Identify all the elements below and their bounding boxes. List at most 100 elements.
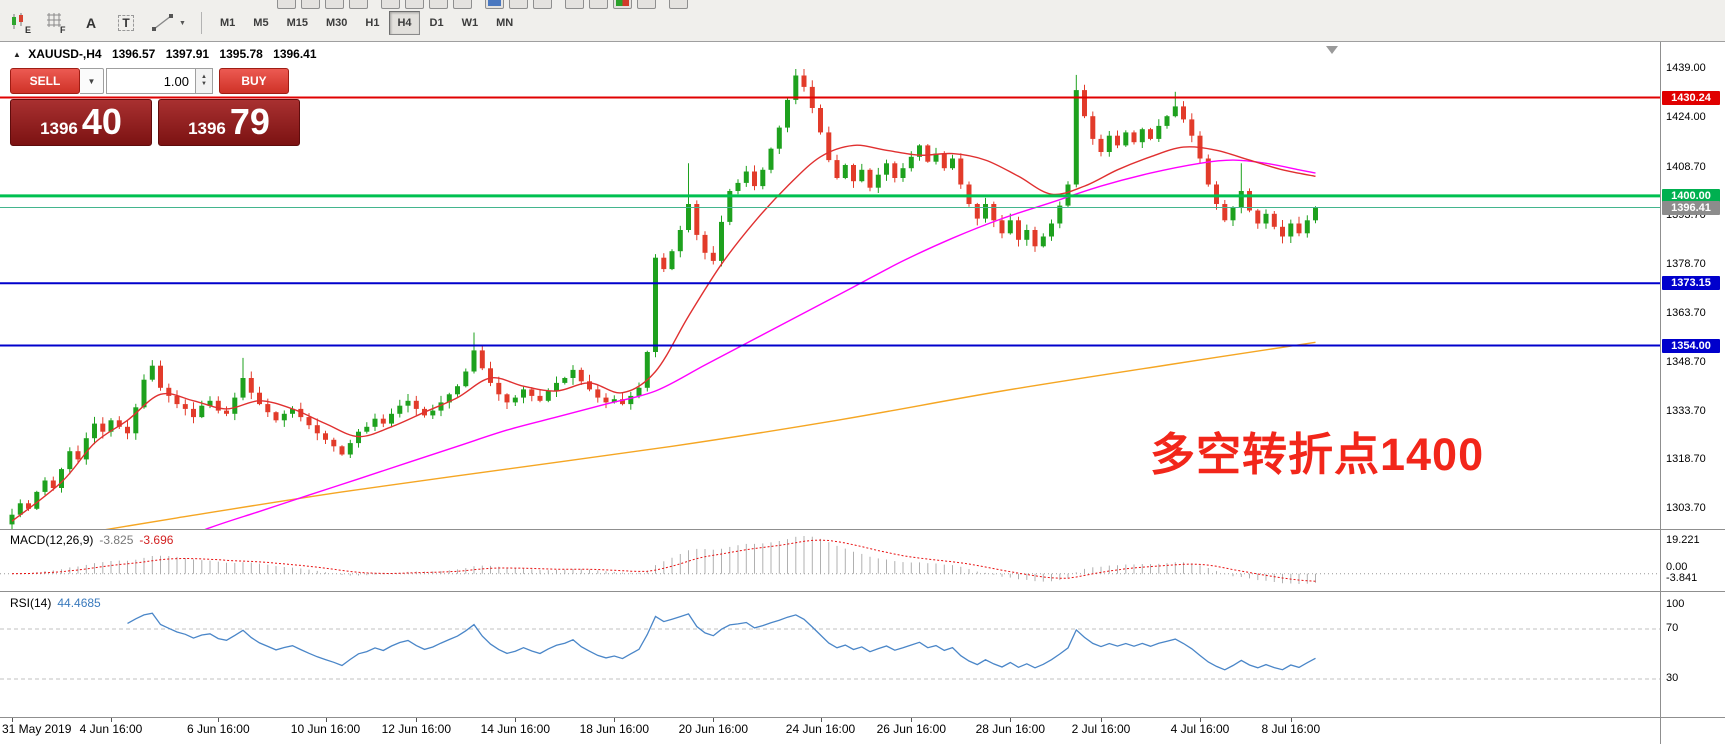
sell-price-display[interactable]: 1396 40: [10, 99, 152, 146]
toolbar-clipped-icon[interactable]: [565, 0, 584, 9]
price-axis-label: 1378.70: [1666, 258, 1706, 271]
time-axis-tick: [1101, 718, 1102, 722]
price-axis-label: 1363.70: [1666, 307, 1706, 319]
grid-tool-icon[interactable]: F: [41, 10, 71, 36]
candles-icon: E: [12, 13, 31, 35]
buy-button[interactable]: BUY: [219, 68, 289, 94]
price-axis-label: 1424.00: [1666, 110, 1706, 123]
top-toolbar: E F A T ▼: [0, 0, 1725, 42]
text-tool[interactable]: T: [111, 10, 141, 36]
toolbar-clipped-icon[interactable]: [509, 0, 528, 9]
timeframe-h4[interactable]: H4: [389, 11, 420, 35]
chevron-up-icon: ▲: [201, 74, 207, 80]
chart-candles-tool-icon[interactable]: E: [6, 10, 36, 36]
rsi-axis-label: 100: [1666, 598, 1685, 610]
price-axis-label: 1318.70: [1666, 453, 1706, 466]
time-axis-label: 26 Jun 16:00: [876, 722, 946, 736]
symbol-name: XAUUSD-,H4: [28, 47, 102, 61]
ma-slow-line: [105, 341, 1316, 529]
text-label-tool[interactable]: A: [76, 10, 106, 36]
price-badge-1430.24: 1430.24: [1662, 90, 1720, 105]
ma-fast-line: [11, 144, 1316, 522]
time-axis-label: 6 Jun 16:00: [186, 722, 250, 736]
volume-input[interactable]: [106, 68, 196, 94]
time-axis-label: 20 Jun 16:00: [678, 722, 748, 736]
time-axis-label: 14 Jun 16:00: [480, 722, 550, 736]
toolbar-clipped-icon[interactable]: [349, 0, 368, 9]
buy-price-pips: 79: [229, 101, 270, 142]
time-axis-tick: [1290, 718, 1292, 722]
price-axis-label: 1439.00: [1666, 62, 1706, 74]
timeframe-m1[interactable]: M1: [212, 11, 243, 35]
toolbar-clipped-icon[interactable]: [485, 0, 504, 9]
macd-value: -3.825: [99, 533, 134, 547]
toolbar-clipped-icon[interactable]: [405, 0, 424, 9]
toolbar-clipped-icon[interactable]: [429, 0, 448, 9]
panel-separator[interactable]: [0, 529, 1725, 530]
timeframe-h1[interactable]: H1: [357, 11, 387, 35]
ohlc-close: 1396.41: [273, 47, 317, 61]
time-axis-label: 4 Jul 16:00: [1170, 722, 1230, 736]
time-axis-label: 12 Jun 16:00: [381, 722, 451, 736]
toolbar-clipped-icon[interactable]: [381, 0, 400, 9]
time-axis-label: 8 Jul 16:00: [1261, 722, 1321, 736]
sell-button[interactable]: SELL: [10, 68, 80, 94]
price-chart-canvas[interactable]: [0, 44, 1660, 529]
rsi-axis-label: 70: [1666, 622, 1679, 634]
toolbar-clipped-icon[interactable]: [669, 0, 688, 9]
buy-price-main: 1396: [188, 119, 226, 138]
letter-t-icon: T: [118, 15, 134, 31]
time-axis-tick: [218, 718, 220, 722]
macd-signal-line: [11, 539, 1316, 582]
buy-price-display[interactable]: 1396 79: [158, 99, 300, 146]
toolbar-clipped-icon[interactable]: [277, 0, 296, 9]
rsi-panel-canvas[interactable]: [0, 593, 1660, 717]
toolbar-clipped-icon[interactable]: [589, 0, 608, 9]
volume-spinner[interactable]: ▲ ▼: [196, 68, 213, 94]
toolbar-clipped-icon[interactable]: [325, 0, 344, 9]
toolbar-clipped-icon[interactable]: [613, 0, 632, 9]
timeframe-mn[interactable]: MN: [488, 11, 521, 35]
svg-text:E: E: [25, 25, 31, 35]
time-axis-tick: [111, 718, 112, 722]
chart-shift-marker-icon[interactable]: [1326, 46, 1338, 54]
time-axis-tick: [1200, 718, 1201, 722]
ohlc-high: 1397.91: [165, 47, 210, 61]
ma-mid-line: [204, 159, 1316, 529]
chevron-down-icon: ▼: [179, 19, 186, 27]
toolbar-clipped-icon[interactable]: [533, 0, 552, 9]
toolbar-separator: [201, 12, 202, 34]
chevron-down-icon: ▼: [87, 76, 96, 86]
timeframe-d1[interactable]: D1: [422, 11, 452, 35]
macd-axis-label: -3.841: [1666, 571, 1698, 584]
time-axis-label: 4 Jun 16:00: [79, 722, 143, 736]
toolbar-clipped-icon[interactable]: [453, 0, 472, 9]
rsi-axis-label: 30: [1666, 672, 1679, 684]
time-axis-tick: [820, 718, 822, 722]
macd-panel-canvas[interactable]: [0, 531, 1660, 589]
price-badge-1400.00: 1400.00: [1662, 188, 1720, 203]
timeframe-w1[interactable]: W1: [454, 11, 487, 35]
toolbar-clipped-icon[interactable]: [637, 0, 656, 9]
trendline-tool[interactable]: ▼: [146, 10, 190, 36]
time-axis-label: 2 Jul 16:00: [1071, 722, 1131, 736]
timeframe-m30[interactable]: M30: [318, 11, 355, 35]
price-axis-label: 1303.70: [1666, 502, 1706, 515]
sell-price-pips: 40: [81, 101, 122, 142]
toolbar-tools: E F A T ▼: [6, 9, 523, 37]
timeframe-m5[interactable]: M5: [245, 11, 276, 35]
chevron-down-icon: ▼: [201, 81, 207, 87]
time-axis-tick: [911, 718, 913, 722]
panel-separator[interactable]: [0, 591, 1725, 592]
timeframe-m15[interactable]: M15: [279, 11, 316, 35]
candlesticks: [9, 69, 1318, 529]
rsi-value: 44.4685: [57, 596, 101, 610]
time-axis-tick: [1010, 718, 1012, 722]
volume-dropdown-button[interactable]: ▼: [80, 68, 104, 94]
price-axis-separator: [1660, 42, 1661, 744]
grid-icon: F: [47, 13, 66, 35]
toolbar-clipped-icon[interactable]: [301, 0, 320, 9]
macd-axis-label: 19.221: [1666, 534, 1700, 546]
macd-axis-label: 0.00: [1666, 560, 1688, 573]
